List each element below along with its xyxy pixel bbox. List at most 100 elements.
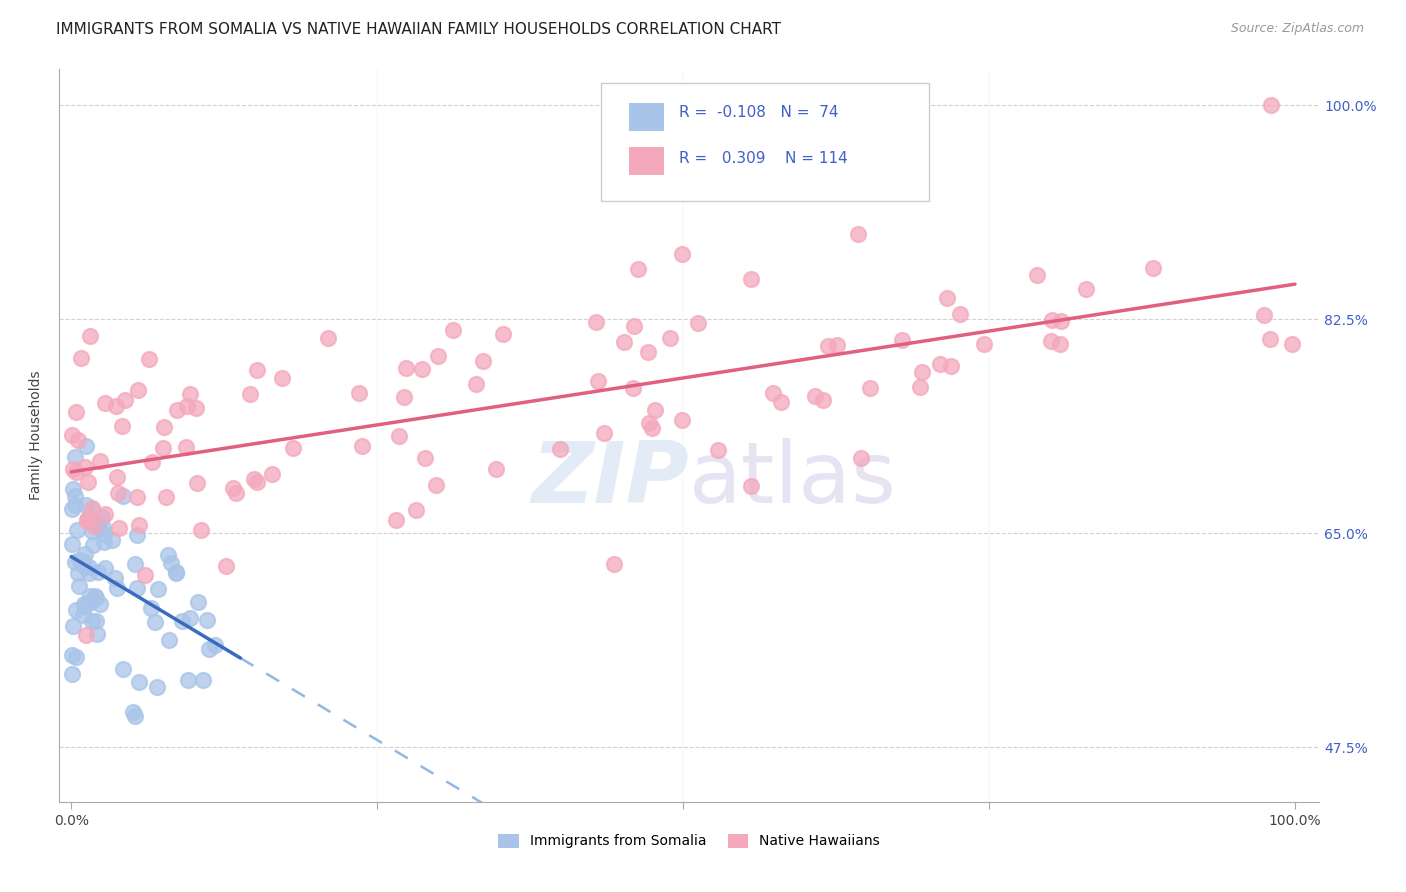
Point — [686, 316, 709, 330]
Point — [104, 571, 127, 585]
Point — [936, 291, 959, 305]
Point — [111, 489, 134, 503]
Text: ZIP: ZIP — [531, 438, 689, 521]
Point — [146, 680, 169, 694]
Point — [143, 615, 166, 630]
FancyBboxPatch shape — [600, 83, 929, 201]
Point — [762, 385, 785, 400]
Point — [94, 396, 117, 410]
Point — [63, 489, 86, 503]
Point — [67, 553, 90, 567]
Point — [243, 471, 266, 485]
Point — [60, 667, 83, 681]
Text: Source: ZipAtlas.com: Source: ZipAtlas.com — [1230, 22, 1364, 36]
Point — [157, 548, 180, 562]
Point — [707, 443, 730, 458]
Point — [60, 648, 83, 662]
Point — [108, 520, 131, 534]
Point — [105, 581, 128, 595]
Point — [740, 271, 762, 285]
Point — [215, 558, 238, 573]
Point — [141, 455, 163, 469]
Point — [1040, 334, 1063, 349]
FancyBboxPatch shape — [628, 146, 664, 175]
Point — [70, 351, 93, 365]
Point — [73, 547, 96, 561]
Y-axis label: Family Households: Family Households — [30, 370, 44, 500]
Point — [93, 561, 115, 575]
Point — [165, 565, 187, 579]
Point — [176, 673, 198, 687]
Point — [174, 440, 197, 454]
Point — [246, 475, 269, 489]
Point — [60, 502, 83, 516]
Point — [160, 556, 183, 570]
Point — [948, 307, 970, 321]
Point — [350, 439, 373, 453]
Point — [86, 519, 108, 533]
Point — [84, 590, 107, 604]
Point — [146, 582, 169, 596]
Point — [105, 470, 128, 484]
Point — [1026, 268, 1049, 282]
Point — [93, 527, 115, 541]
Point — [112, 662, 135, 676]
Point — [76, 511, 98, 525]
Point — [586, 374, 609, 388]
Point — [80, 501, 103, 516]
Point — [76, 513, 98, 527]
Point — [138, 352, 160, 367]
Point — [77, 560, 100, 574]
Point — [90, 510, 112, 524]
Point — [548, 442, 571, 456]
Point — [82, 538, 104, 552]
Point — [395, 361, 418, 376]
Point — [107, 486, 129, 500]
Point — [127, 490, 149, 504]
Point — [114, 392, 136, 407]
Point — [179, 611, 201, 625]
Point — [640, 421, 662, 435]
Point — [176, 399, 198, 413]
Point — [77, 511, 100, 525]
Point — [166, 403, 188, 417]
Point — [72, 597, 94, 611]
Point — [260, 467, 283, 481]
Point — [62, 482, 84, 496]
Text: R =   0.309    N = 114: R = 0.309 N = 114 — [679, 151, 848, 166]
Text: atlas: atlas — [689, 438, 897, 521]
Point — [222, 481, 245, 495]
Point — [929, 357, 952, 371]
Point — [86, 627, 108, 641]
Point — [89, 453, 111, 467]
Point — [195, 613, 218, 627]
Point — [63, 555, 86, 569]
Point — [84, 614, 107, 628]
Point — [939, 359, 962, 373]
Point — [157, 632, 180, 647]
FancyBboxPatch shape — [628, 103, 664, 131]
Point — [425, 477, 447, 491]
Point — [67, 566, 90, 581]
Point — [105, 399, 128, 413]
Text: IMMIGRANTS FROM SOMALIA VS NATIVE HAWAIIAN FAMILY HOUSEHOLDS CORRELATION CHART: IMMIGRANTS FROM SOMALIA VS NATIVE HAWAII… — [56, 22, 782, 37]
Point — [910, 365, 932, 379]
Point — [65, 465, 87, 479]
Point — [270, 371, 292, 385]
Point — [91, 519, 114, 533]
Point — [1049, 337, 1071, 351]
Point — [65, 405, 87, 419]
Point — [318, 331, 340, 345]
Point — [76, 515, 98, 529]
Point — [66, 524, 89, 538]
Point — [62, 461, 84, 475]
Point — [239, 387, 262, 401]
Point — [1258, 332, 1281, 346]
Point — [413, 451, 436, 466]
Point — [825, 338, 848, 352]
Point — [204, 638, 226, 652]
Point — [65, 650, 87, 665]
Point — [637, 416, 659, 430]
Point — [73, 459, 96, 474]
Point — [405, 502, 427, 516]
